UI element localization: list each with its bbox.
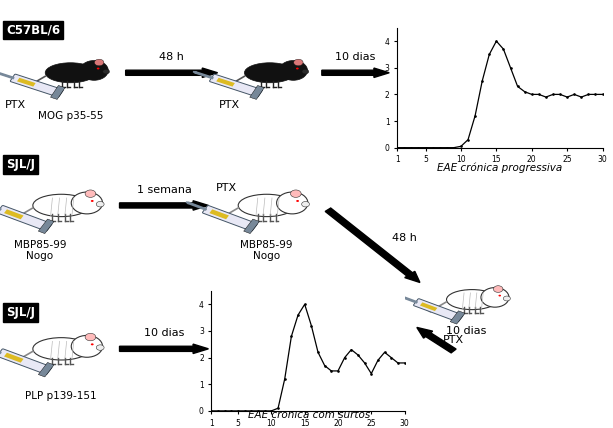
FancyBboxPatch shape [10,74,63,97]
Bar [39,363,54,377]
Ellipse shape [33,338,89,360]
FancyBboxPatch shape [210,74,262,97]
FancyBboxPatch shape [414,299,463,322]
FancyArrow shape [417,327,456,353]
FancyBboxPatch shape [0,205,52,231]
Text: 48 h: 48 h [392,232,417,243]
Text: PTX: PTX [443,335,464,345]
Circle shape [91,200,94,202]
Ellipse shape [238,194,295,217]
Text: MBP85-99
Nogo: MBP85-99 Nogo [13,240,66,261]
Circle shape [296,200,299,202]
Circle shape [97,68,99,69]
FancyArrow shape [126,68,218,77]
FancyArrow shape [326,208,420,282]
Text: 10 dias: 10 dias [335,52,376,62]
Text: PTX: PTX [5,100,26,110]
Text: 10 dias: 10 dias [144,328,184,338]
Bar [450,311,465,324]
Circle shape [294,59,303,66]
FancyArrow shape [120,201,208,210]
Text: PTX: PTX [219,100,240,110]
Text: PLP p139-151: PLP p139-151 [26,391,97,401]
Circle shape [96,345,104,350]
Bar [210,209,229,219]
Circle shape [103,69,110,74]
Text: EAE crónica progressiva: EAE crónica progressiva [437,163,562,173]
Text: SJL/J: SJL/J [6,158,35,171]
Circle shape [481,288,509,307]
FancyBboxPatch shape [0,349,52,374]
Circle shape [498,295,501,297]
Bar [17,78,36,86]
Circle shape [94,59,104,66]
Circle shape [503,296,511,301]
FancyArrow shape [193,71,213,79]
Circle shape [302,202,310,207]
Circle shape [71,336,102,357]
Circle shape [71,192,102,214]
Bar [4,353,23,363]
Text: 10 dias: 10 dias [446,326,486,336]
Circle shape [91,343,94,345]
Ellipse shape [45,63,96,83]
Text: MOG p35-55: MOG p35-55 [38,110,103,121]
Circle shape [85,190,96,197]
Circle shape [85,333,96,341]
FancyArrow shape [322,68,389,77]
FancyArrow shape [398,296,417,303]
Circle shape [296,68,299,69]
Text: SJL/J: SJL/J [6,306,35,319]
Bar [50,86,65,99]
Bar [420,302,437,311]
Circle shape [302,69,309,74]
Text: 1 semana: 1 semana [137,185,191,195]
Bar [249,86,264,99]
Text: C57BL/6: C57BL/6 [6,24,60,36]
Circle shape [279,60,308,80]
Bar [39,219,54,234]
Circle shape [96,202,104,207]
FancyArrow shape [0,71,14,79]
Text: EAE crónica com surtos: EAE crónica com surtos [248,410,371,420]
FancyArrow shape [186,202,207,210]
Ellipse shape [446,290,498,309]
Ellipse shape [33,194,89,217]
Ellipse shape [245,63,295,83]
Bar [4,209,23,219]
Text: 48 h: 48 h [159,52,184,62]
FancyArrow shape [0,202,1,210]
Text: MBP85-99
Nogo: MBP85-99 Nogo [240,240,293,261]
FancyArrow shape [120,344,208,354]
FancyBboxPatch shape [202,205,257,231]
Text: PTX: PTX [216,183,237,193]
Circle shape [80,60,109,80]
Circle shape [276,192,308,214]
Circle shape [291,190,301,197]
Bar [216,78,235,86]
Bar [244,219,259,234]
Circle shape [493,286,503,292]
FancyArrow shape [0,345,1,354]
